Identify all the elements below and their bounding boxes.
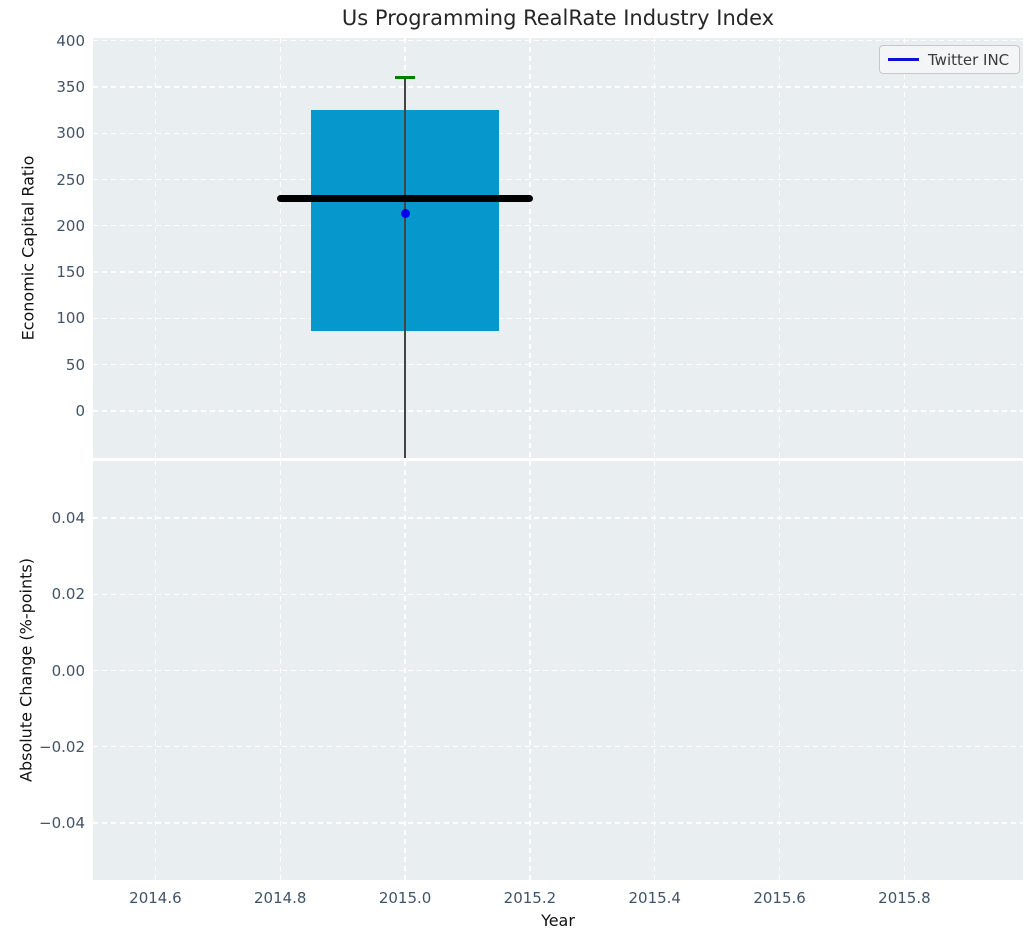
x-tick-label: 2015.6 xyxy=(753,889,806,907)
y-gridline xyxy=(93,669,1023,672)
legend-label: Twitter INC xyxy=(928,50,1010,69)
x-gridline xyxy=(529,38,531,458)
chart-title: Us Programming RealRate Industry Index xyxy=(341,6,775,30)
p90-cap xyxy=(395,76,416,80)
median-line xyxy=(277,194,534,202)
x-tick-label: 2015.2 xyxy=(503,889,557,907)
y-tick-label: 0.04 xyxy=(51,509,85,528)
top-plot-area xyxy=(93,38,1023,458)
y-tick-label: 250 xyxy=(56,170,85,189)
y-gridline xyxy=(93,225,1023,227)
y-gridline xyxy=(93,822,1023,824)
x-gridline xyxy=(903,38,906,458)
y-tick-label: 100 xyxy=(56,309,85,328)
y-tick-label: −0.02 xyxy=(39,737,85,756)
x-tick-label: 2015.4 xyxy=(628,889,681,907)
y-gridline xyxy=(93,745,1023,748)
x-gridline xyxy=(778,38,781,458)
y-gridline xyxy=(93,86,1023,88)
y-gridline xyxy=(93,317,1023,319)
whisker-line xyxy=(404,77,406,458)
y-tick-label: 0.02 xyxy=(51,585,85,604)
y-tick-label: 0.00 xyxy=(51,661,85,680)
y-tick-label: 150 xyxy=(56,263,85,282)
x-gridline xyxy=(154,38,157,458)
y-gridline xyxy=(93,517,1023,519)
y-tick-label: 0 xyxy=(75,401,85,420)
y-tick-label: −0.04 xyxy=(39,813,85,832)
company-point xyxy=(400,209,410,219)
y-tick-label: 200 xyxy=(56,216,85,235)
y-gridline xyxy=(93,178,1023,181)
y-gridline xyxy=(93,40,1023,42)
legend: Twitter INC xyxy=(879,45,1020,74)
y-gridline xyxy=(93,593,1023,595)
y-tick-label: 300 xyxy=(56,124,85,143)
y-tick-label: 350 xyxy=(56,78,85,97)
x-tick-label: 2014.6 xyxy=(129,889,182,907)
y-tick-label: 50 xyxy=(65,355,85,374)
legend-line-sample xyxy=(888,58,919,61)
x-tick-label: 2014.8 xyxy=(253,889,307,907)
y-gridline xyxy=(93,271,1023,273)
x-tick-label: 2015.0 xyxy=(378,889,432,907)
x-gridline xyxy=(654,38,656,458)
x-gridline xyxy=(279,38,281,458)
y-gridline xyxy=(93,410,1023,412)
x-axis-label: Year xyxy=(541,911,575,930)
y-gridline xyxy=(93,132,1023,134)
y-gridline xyxy=(93,363,1023,366)
x-tick-label: 2015.8 xyxy=(878,889,931,907)
y-tick-label: 400 xyxy=(56,31,85,50)
